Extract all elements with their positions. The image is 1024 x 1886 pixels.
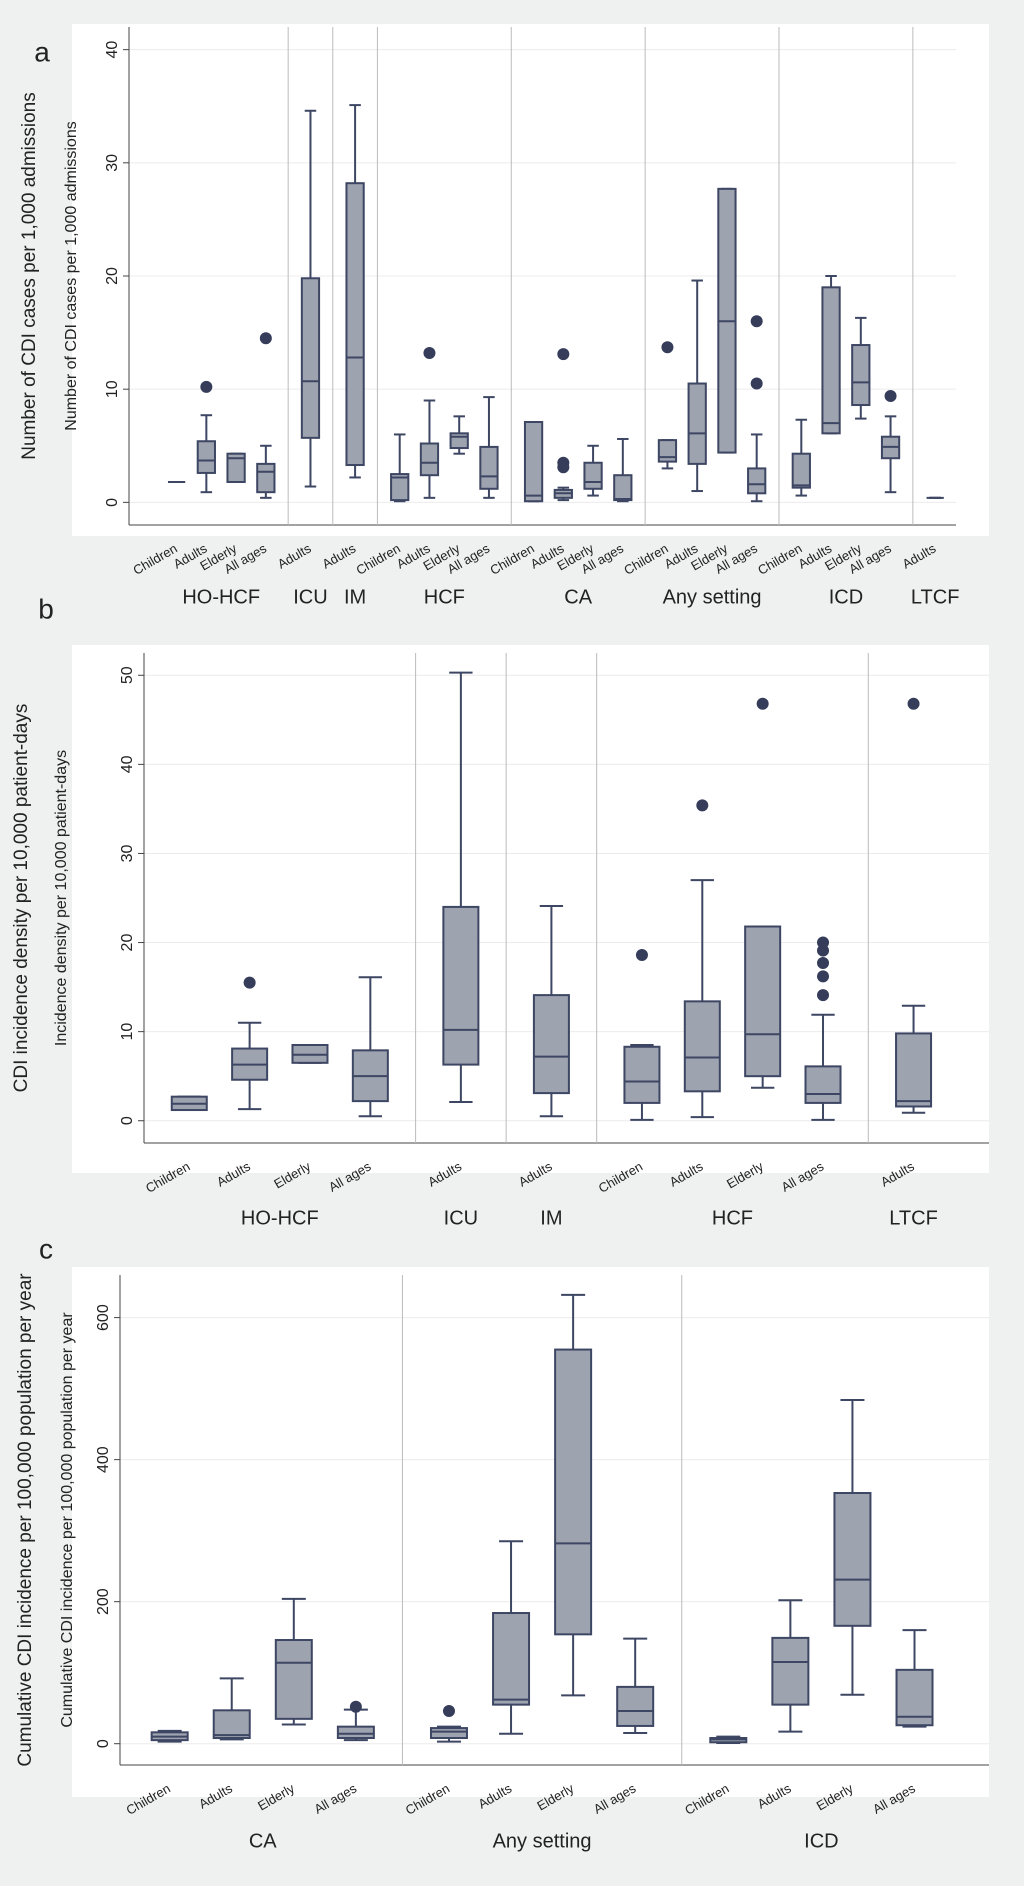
group-label: CA	[564, 586, 592, 608]
box	[616, 1685, 655, 1727]
box	[442, 905, 480, 1066]
group-label: IM	[344, 586, 366, 608]
outer-y-label: CDI incidence density per 10,000 patient…	[11, 704, 32, 1093]
box	[623, 1045, 661, 1104]
box	[212, 1709, 251, 1740]
box	[429, 1727, 468, 1740]
outlier	[423, 346, 436, 359]
box	[449, 432, 469, 450]
outlier	[243, 976, 256, 989]
group-label: Any setting	[663, 586, 762, 608]
group-label: HO-HCF	[182, 586, 260, 608]
outlier	[817, 970, 830, 983]
outlier	[696, 799, 709, 812]
box	[300, 277, 321, 439]
box	[532, 994, 570, 1095]
box	[196, 440, 216, 474]
y-tick-label: 30	[119, 844, 136, 862]
box	[683, 1000, 721, 1093]
outer-y-label: Cumulative CDI incidence per 100,000 pop…	[15, 1273, 36, 1767]
outlier	[349, 1700, 362, 1713]
group-label: LTCF	[889, 1207, 938, 1229]
y-tick-label: 200	[95, 1588, 112, 1615]
group-label: Any setting	[493, 1830, 592, 1852]
box	[657, 439, 678, 463]
panel-label: b	[38, 593, 54, 624]
y-tick-label: 40	[104, 41, 121, 59]
box	[419, 442, 440, 477]
outlier	[442, 1705, 455, 1718]
box	[791, 452, 811, 489]
outlier	[661, 341, 674, 354]
box	[274, 1639, 313, 1720]
group-label: ICU	[444, 1207, 478, 1229]
outlier	[884, 389, 897, 402]
panel-label: c	[39, 1233, 53, 1264]
box	[771, 1636, 810, 1706]
y-axis-label: Cumulative CDI incidence per 100,000 pop…	[59, 1312, 76, 1728]
y-tick-label: 10	[119, 1023, 136, 1041]
box	[523, 421, 544, 503]
box	[747, 467, 767, 495]
y-axis-label: Number of CDI cases per 1,000 admissions	[63, 121, 80, 430]
y-tick-label: 600	[95, 1304, 112, 1331]
y-tick-label: 0	[119, 1116, 136, 1125]
outlier	[750, 377, 763, 390]
outlier	[756, 697, 769, 710]
box	[833, 1492, 872, 1627]
y-tick-label: 0	[95, 1739, 112, 1748]
y-tick-label: 20	[104, 267, 121, 285]
outlier	[817, 989, 830, 1002]
y-tick-label: 30	[104, 154, 121, 172]
outlier	[907, 697, 920, 710]
y-tick-label: 400	[95, 1446, 112, 1473]
group-label: ICD	[829, 586, 863, 608]
panel-label: a	[34, 36, 50, 67]
group-label: HO-HCF	[241, 1207, 319, 1229]
box	[554, 1348, 593, 1636]
box	[687, 382, 707, 465]
box	[851, 344, 871, 407]
box	[390, 473, 410, 502]
category-label: Adults	[275, 540, 314, 571]
box	[336, 1725, 375, 1740]
group-label: HCF	[712, 1207, 753, 1229]
y-tick-label: 0	[104, 498, 121, 507]
box	[256, 462, 276, 494]
y-tick-label: 40	[119, 755, 136, 773]
y-tick-label: 10	[104, 380, 121, 398]
group-label: IM	[540, 1207, 562, 1229]
group-label: ICU	[293, 586, 327, 608]
outlier	[635, 949, 648, 962]
outlier	[817, 957, 830, 970]
outer-y-label: Number of CDI cases per 1,000 admissions	[19, 92, 40, 460]
y-axis-label: Incidence density per 10,000 patient-day…	[53, 750, 70, 1046]
y-tick-label: 50	[119, 666, 136, 684]
panel-background	[72, 645, 989, 1173]
box	[895, 1032, 933, 1108]
box	[226, 452, 246, 483]
group-label: LTCF	[911, 586, 960, 608]
box	[492, 1612, 531, 1706]
box	[583, 461, 603, 490]
outlier	[557, 348, 570, 361]
box	[479, 445, 499, 490]
category-label: Adults	[320, 540, 359, 571]
box	[345, 182, 365, 467]
box	[744, 925, 782, 1078]
box	[804, 1065, 842, 1104]
group-label: ICD	[804, 1830, 838, 1852]
outlier	[259, 332, 272, 345]
category-label: Adults	[900, 540, 939, 571]
outlier	[817, 936, 830, 949]
y-tick-label: 20	[119, 934, 136, 952]
box	[821, 286, 841, 435]
group-label: CA	[249, 1830, 277, 1852]
box	[613, 474, 633, 502]
group-label: HCF	[424, 586, 465, 608]
outlier	[750, 315, 763, 328]
outlier	[557, 456, 570, 469]
outlier	[200, 380, 213, 393]
